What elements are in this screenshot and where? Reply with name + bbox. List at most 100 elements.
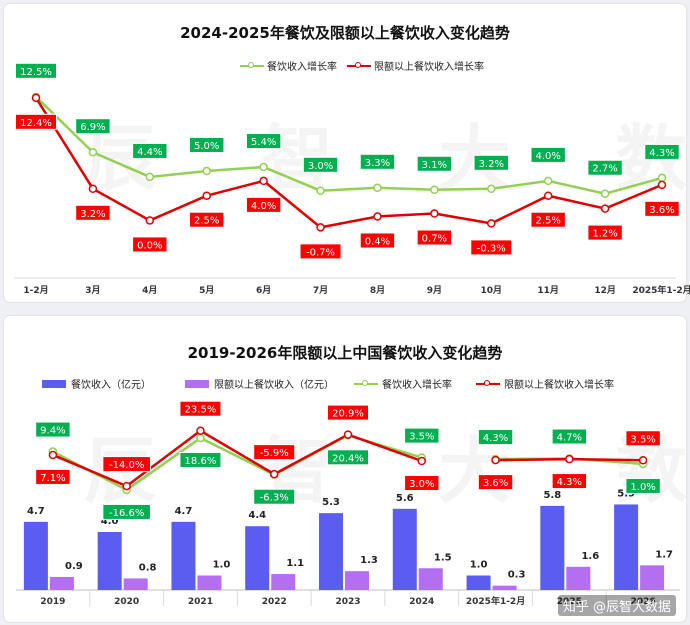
data-label: -16.6% [109,508,144,519]
data-label-bg [75,204,111,221]
bar [171,521,196,590]
data-label: -6.3% [260,493,289,504]
data-point [316,186,325,196]
data-point [48,450,58,460]
data-point [145,216,155,225]
data-label: 12.5% [20,67,52,78]
bar [319,513,343,590]
bar-label: 4.7 [175,506,193,517]
bar [245,526,270,590]
bar-label: 0.9 [65,561,83,572]
data-label: 4.0% [535,151,560,162]
data-point [122,481,131,491]
data-label: 23.5% [185,405,217,416]
legend-swatch [347,61,371,68]
data-point [417,456,427,466]
x-tick-label: 7月 [313,285,328,296]
bar [271,574,296,590]
data-label: 9.4% [40,426,65,437]
data-label-bg [132,236,168,253]
trend-chart-panel: 辰 智 大 数 据 2024-2025年餐饮及限额以上餐饮收入变化趋势 餐饮收入… [4,4,690,302]
data-label: 4.3% [649,148,674,159]
data-label: 2.7% [592,164,617,175]
data-label-bg [359,232,396,249]
data-point [316,223,325,232]
data-point [638,456,648,465]
data-point [430,209,439,218]
data-point [202,166,211,176]
legend: 餐饮收入增长率 限额以上餐饮收入增长率 [240,58,484,73]
annual-chart-panel: 辰 智 大 数 据 2019-2026年限额以上中国餐饮收入变化趋势 餐饮收入（… [4,316,690,622]
data-label: 5.4% [251,137,276,148]
data-point [600,204,610,213]
data-point [145,172,155,182]
bar [540,505,565,590]
legend-label: 限额以上餐饮收入增长率 [504,380,614,391]
data-point [373,183,382,193]
x-tick-label: 2022 [262,597,287,607]
data-label-bg [625,430,661,447]
line-chart: 1-2月 3月 4月 5月 6月 7月 8月 9月 10月 11月 12月 2025年1-2月 12.5… [14,62,690,296]
data-label: 5.0% [194,141,219,152]
data-label-bg [102,503,151,520]
data-label-bg [15,62,57,79]
data-point [343,430,353,439]
data-label-bg [327,449,369,466]
data-label-bg [245,133,282,150]
data-point [88,184,98,194]
data-label: 4.3% [557,477,582,488]
data-label-bg [587,224,623,241]
bar-label: 0.8 [139,562,157,573]
bar [49,576,74,590]
data-label: 3.2% [80,209,105,220]
data-point [430,185,439,195]
series-line [34,97,663,229]
data-point [31,93,41,103]
data-label: 18.6% [185,456,217,467]
data-point [543,176,553,186]
data-label-bg [102,456,151,473]
x-tick-label: 11月 [537,285,559,296]
data-point [88,147,98,157]
data-label-bg [253,488,296,505]
data-label: 4.7% [557,432,582,443]
bar [492,585,517,590]
data-label: 3.5% [630,434,655,445]
x-tick-label: 2026 [631,597,656,607]
data-point [565,454,574,464]
credit: 知乎 @辰智大数据 [557,595,676,616]
data-label-bg [644,143,680,160]
legend-swatch [354,379,378,386]
x-tick-label: 2025年1-2月 [466,595,525,607]
legend-label: 餐饮收入增长率 [382,380,452,391]
data-label: 3.6% [483,478,508,489]
bar [23,521,48,590]
data-label: 7.1% [40,473,65,484]
series-line [52,429,423,488]
x-tick-label: 2025 [557,597,582,607]
x-tick-label: 2020 [114,597,139,607]
data-label-bg [75,118,111,135]
data-label: 3.0% [409,479,434,490]
data-label-bg [477,429,514,446]
data-point [269,469,279,479]
data-label: 6.9% [80,122,105,133]
data-label-bg [327,404,369,421]
legend-swatch [185,379,209,388]
data-label: 0.7% [422,234,447,245]
bar-label: 4.4 [248,510,266,521]
data-label-bg [359,153,396,170]
x-tick-label: 8月 [370,285,385,296]
x-tick-label: 9月 [427,285,442,296]
legend-label: 限额以上餐饮收入增长率 [374,62,484,73]
data-label-bg [245,196,282,213]
data-label: -5.9% [260,448,289,459]
data-point [600,189,610,198]
data-point [543,191,553,200]
data-point [491,455,500,465]
data-label: 4.4% [137,147,162,158]
data-point [487,184,496,194]
data-label-bg [473,154,509,171]
bar-label: 1.0 [213,560,231,571]
data-label: 20.9% [332,409,364,420]
